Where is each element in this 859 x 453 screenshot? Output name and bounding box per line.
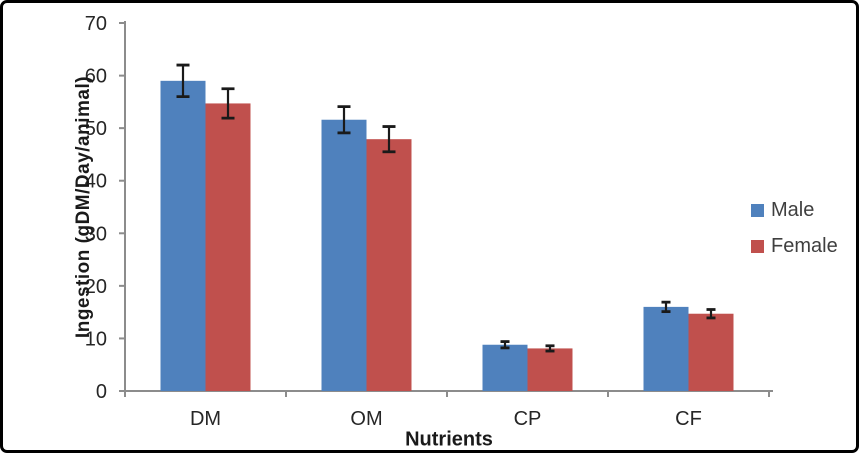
y-tick-label-10: 10 xyxy=(85,328,107,350)
legend-item-female: Female xyxy=(751,235,838,258)
legend-label-female: Female xyxy=(771,235,838,257)
x-category-label-DM: DM xyxy=(190,408,221,430)
legend-label-male: Male xyxy=(771,199,815,221)
legend-item-male: Male xyxy=(751,199,838,222)
x-category-label-CP: CP xyxy=(514,408,542,430)
bar-female-DM xyxy=(205,103,251,391)
y-tick-label-30: 30 xyxy=(85,223,107,245)
male-series-swatch xyxy=(751,204,764,217)
legend: Male Female xyxy=(751,199,838,258)
y-tick-label-70: 70 xyxy=(85,13,107,35)
y-tick-label-40: 40 xyxy=(85,171,107,193)
x-category-label-OM: OM xyxy=(350,408,382,430)
bar-male-OM xyxy=(321,119,367,391)
bar-male-CP xyxy=(482,344,528,391)
bar-female-OM xyxy=(366,139,412,391)
bar-male-DM xyxy=(160,80,206,391)
x-category-label-CF: CF xyxy=(675,408,702,430)
y-tick-label-0: 0 xyxy=(96,381,107,403)
bar-male-CF xyxy=(643,306,689,391)
y-tick-label-20: 20 xyxy=(85,276,107,298)
bar-chart-canvas: 0 10 20 30 40 50 60 70 DM OM CP CF xyxy=(85,13,773,430)
bar-female-CP xyxy=(527,348,573,391)
y-tick-label-60: 60 xyxy=(85,66,107,88)
female-series-swatch xyxy=(751,240,764,253)
y-axis-title: Ingestion (gDM/Day/animal) xyxy=(73,75,94,339)
bar-female-CF xyxy=(688,313,734,391)
y-tick-label-50: 50 xyxy=(85,118,107,140)
x-axis-title: Nutrients xyxy=(405,428,493,451)
